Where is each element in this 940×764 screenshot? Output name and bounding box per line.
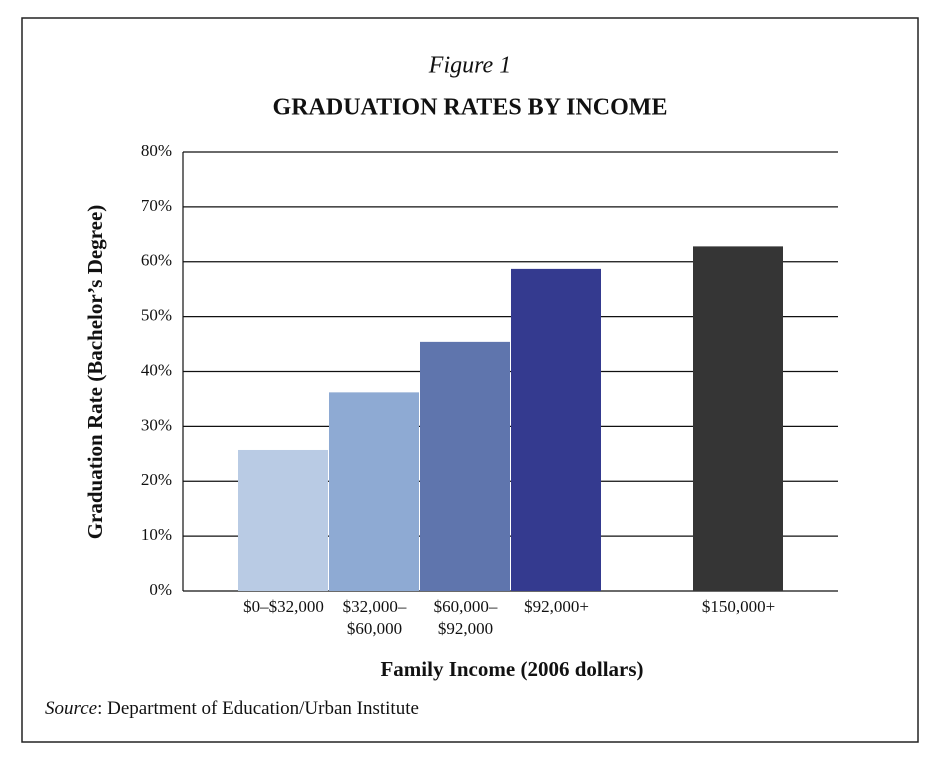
y-tick-label: 50% bbox=[141, 306, 172, 325]
y-tick-label: 80% bbox=[141, 141, 172, 160]
bar bbox=[420, 341, 510, 591]
x-tick-label: $32,000– $60,000 bbox=[342, 597, 407, 638]
source-label: Source bbox=[45, 698, 97, 719]
y-tick-label: 20% bbox=[141, 470, 172, 489]
frame bbox=[21, 17, 919, 743]
y-tick-label: 60% bbox=[141, 251, 172, 270]
source-text: : Department of Education/Urban Institut… bbox=[97, 698, 419, 719]
bar bbox=[329, 392, 419, 591]
x-tick-label: $150,000+ bbox=[701, 597, 776, 616]
x-axis-label: Family Income (2006 dollars) bbox=[380, 657, 643, 681]
chart-title: GRADUATION RATES BY INCOME bbox=[273, 95, 668, 121]
y-tick-label: 40% bbox=[141, 360, 172, 379]
y-tick-label: 70% bbox=[141, 196, 172, 215]
x-tick-label: $92,000+ bbox=[524, 597, 589, 616]
bar bbox=[238, 449, 328, 591]
y-tick-label: 30% bbox=[141, 415, 172, 434]
x-tick-label: $0–$32,000 bbox=[243, 597, 324, 616]
y-tick-label: 10% bbox=[141, 525, 172, 544]
y-axis-label: Graduation Rate (Bachelor’s Degree) bbox=[83, 205, 107, 540]
source: Source: Department of Education/Urban In… bbox=[45, 698, 419, 719]
bar bbox=[511, 268, 601, 591]
figure-label: Figure 1 bbox=[428, 53, 511, 79]
bar bbox=[693, 246, 783, 591]
x-tick-label: $60,000– $92,000 bbox=[433, 597, 498, 638]
y-tick-label: 0% bbox=[149, 580, 172, 599]
